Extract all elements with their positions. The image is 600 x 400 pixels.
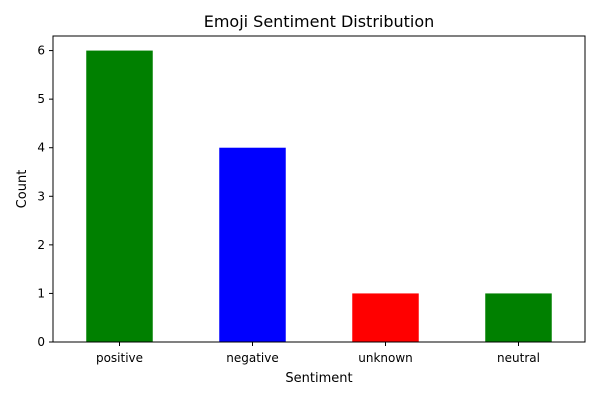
y-tick-label: 6 [37, 44, 45, 58]
x-tick-label: negative [226, 351, 278, 365]
y-tick-label: 5 [37, 92, 45, 106]
y-tick-label: 4 [37, 141, 45, 155]
x-tick-label: positive [96, 351, 143, 365]
x-axis-label: Sentiment [285, 371, 352, 386]
bar-unknown [352, 293, 419, 342]
axes-frame [52, 35, 586, 343]
plot-area: 0 1 2 3 4 5 6 positive negative unknown neutral [37, 35, 586, 365]
y-tick-label: 2 [37, 238, 45, 252]
y-tick-label: 0 [37, 335, 45, 349]
bar-neutral [485, 293, 552, 342]
y-tick-label: 3 [37, 189, 45, 203]
chart-title: Emoji Sentiment Distribution [204, 12, 435, 31]
y-tick-label: 1 [37, 286, 45, 300]
y-axis-label: Count [15, 170, 30, 209]
bar-positive [86, 50, 153, 342]
x-tick-label: unknown [358, 351, 413, 365]
bar-negative [219, 147, 286, 342]
x-tick-label: neutral [497, 351, 540, 365]
